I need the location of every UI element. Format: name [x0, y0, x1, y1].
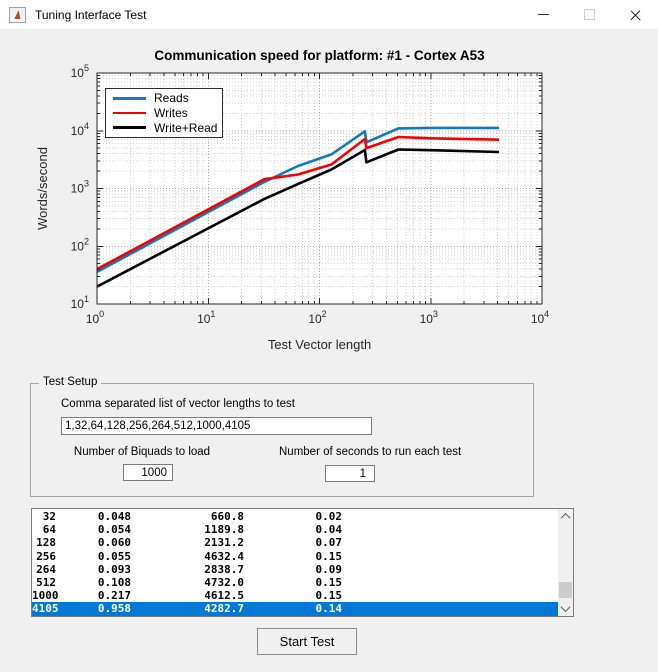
- table-cell: 4282.7: [204, 602, 244, 616]
- chart-series: [96, 126, 500, 288]
- biquads-input[interactable]: [123, 464, 173, 481]
- scroll-thumb[interactable]: [559, 582, 572, 598]
- panel-title: Test Setup: [39, 376, 102, 388]
- results-listbox[interactable]: 32 0.048 660.8 0.02 64 0.054 1189.8 0.04 128 0.06…: [31, 508, 574, 617]
- table-cell: 0.055: [97, 549, 131, 563]
- table-row[interactable]: 64 0.054 1189.8 0.04: [32, 523, 573, 536]
- table-cell: 0.217: [97, 589, 131, 603]
- series-write+read: [96, 148, 500, 288]
- x-axis-label: Test Vector length: [268, 337, 371, 352]
- table-cell: 4105: [32, 602, 59, 616]
- scrollbar[interactable]: [558, 509, 573, 616]
- app-icon: [9, 6, 26, 23]
- start-test-button[interactable]: Start Test: [257, 628, 357, 655]
- scroll-down-button[interactable]: [558, 601, 573, 616]
- svg-text:101: 101: [197, 309, 215, 326]
- test-setup-panel: Test Setup Comma separated list of vecto…: [30, 376, 534, 497]
- table-cell: 4612.5: [204, 589, 244, 603]
- table-cell: 0.09: [315, 562, 343, 576]
- table-cell: 0.02: [315, 510, 343, 523]
- table-cell: 0.048: [97, 510, 131, 523]
- seconds-label: Number of seconds to run each test: [279, 446, 462, 458]
- window-title: Tuning Interface Test: [35, 7, 147, 22]
- table-cell: 2131.2: [204, 536, 244, 550]
- legend-swatch: [113, 111, 146, 115]
- series-writes: [96, 135, 500, 271]
- chevron-down-icon: [560, 602, 571, 613]
- table-cell: 256: [36, 549, 56, 563]
- chart-legend: Reads Writes Write+Read: [105, 88, 223, 138]
- table-row[interactable]: 1000 0.217 4612.5 0.15: [32, 589, 573, 602]
- table-cell: 660.8: [210, 510, 244, 523]
- table-cell: 0.07: [315, 536, 343, 550]
- matlab-logo-icon: [13, 10, 22, 19]
- table-cell: 0.15: [315, 589, 343, 603]
- minimize-icon: [537, 13, 549, 16]
- window-titlebar: Tuning Interface Test: [0, 0, 658, 30]
- svg-text:102: 102: [71, 236, 89, 253]
- table-cell: 128: [36, 536, 56, 550]
- results-rows: 32 0.048 660.8 0.02 64 0.054 1189.8 0.04 128 0.06…: [32, 509, 573, 616]
- table-cell: 1000: [32, 589, 59, 603]
- close-button[interactable]: [612, 0, 658, 29]
- speed-chart: 100 101 102 103 104101102103104105Communicat…: [35, 48, 549, 352]
- svg-text:104: 104: [531, 309, 549, 326]
- table-row[interactable]: 264 0.093 2838.7 0.09: [32, 563, 573, 576]
- svg-text:100: 100: [86, 309, 104, 326]
- scroll-up-button[interactable]: [558, 509, 573, 524]
- svg-text:103: 103: [420, 309, 438, 326]
- table-row[interactable]: 256 0.055 4632.4 0.15: [32, 550, 573, 563]
- table-cell: 0.108: [97, 575, 131, 589]
- table-row[interactable]: 128 0.060 2131.2 0.07: [32, 536, 573, 549]
- table-cell: 0.15: [315, 575, 343, 589]
- svg-text:104: 104: [71, 121, 89, 138]
- table-cell: 2838.7: [204, 562, 244, 576]
- table-cell: 0.15: [315, 549, 343, 563]
- table-cell: 0.04: [315, 523, 343, 537]
- legend-swatch: [113, 126, 146, 129]
- table-row[interactable]: 4105 0.958 4282.7 0.14: [32, 602, 573, 616]
- table-row[interactable]: 512 0.108 4732.0 0.15: [32, 576, 573, 589]
- svg-text:105: 105: [71, 63, 89, 80]
- close-icon: [629, 9, 641, 21]
- maximize-button[interactable]: [566, 0, 612, 29]
- minimize-button[interactable]: [520, 0, 566, 29]
- y-axis-label: Words/second: [35, 147, 50, 230]
- maximize-icon: [583, 9, 595, 20]
- chart-area: 100 101 102 103 104 101 102 103 104 105 Communicat…: [30, 42, 555, 372]
- legend-swatch: [113, 97, 146, 100]
- table-cell: 4732.0: [204, 575, 244, 589]
- svg-text:102: 102: [308, 309, 326, 326]
- table-cell: 0.14: [315, 602, 343, 616]
- vector-lengths-input[interactable]: [61, 417, 372, 435]
- table-cell: 0.060: [97, 536, 131, 550]
- legend-item: Write+Read: [106, 121, 222, 135]
- table-cell: 0.958: [97, 602, 131, 616]
- vector-lengths-label: Comma separated list of vector lengths t…: [61, 398, 295, 410]
- table-cell: 1189.8: [204, 523, 244, 537]
- biquads-label: Number of Biquads to load: [73, 446, 211, 458]
- legend-label: Reads: [154, 91, 189, 106]
- table-cell: 32: [42, 510, 56, 523]
- legend-item: Writes: [106, 106, 222, 120]
- table-cell: 264: [36, 562, 56, 576]
- window-controls: [520, 0, 658, 29]
- svg-text:101: 101: [71, 294, 89, 311]
- legend-item: Reads: [106, 91, 222, 105]
- table-cell: 0.054: [97, 523, 131, 537]
- table-row[interactable]: 32 0.048 660.8 0.02: [32, 510, 573, 523]
- legend-label: Write+Read: [154, 120, 218, 135]
- svg-text:103: 103: [71, 179, 89, 196]
- table-cell: 512: [36, 575, 56, 589]
- legend-label: Writes: [154, 105, 188, 120]
- seconds-input[interactable]: [325, 465, 375, 482]
- chart-title: Communication speed for platform: #1 - C…: [154, 48, 485, 63]
- table-cell: 4632.4: [204, 549, 244, 563]
- table-cell: 64: [42, 523, 56, 537]
- chevron-up-icon: [560, 512, 571, 523]
- table-cell: 0.093: [97, 562, 131, 576]
